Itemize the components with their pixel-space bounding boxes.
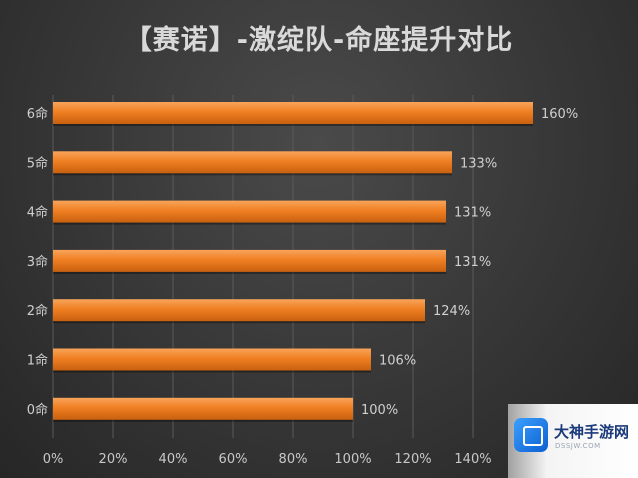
- cube-icon: [514, 418, 548, 452]
- x-tick-label: 140%: [454, 452, 491, 467]
- category-label: 1命: [27, 353, 48, 369]
- data-label: 131%: [454, 206, 491, 221]
- x-tick-label: 60%: [219, 452, 248, 467]
- category-label: 3命: [27, 254, 48, 270]
- category-label: 2命: [27, 303, 48, 319]
- watermark-text: 大神手游网: [554, 423, 630, 441]
- data-label: 133%: [460, 156, 497, 171]
- category-label: 0命: [27, 402, 48, 418]
- watermark: 大神手游网 DSSJW.COM: [508, 404, 638, 478]
- x-tick-label: 80%: [279, 452, 308, 467]
- x-tick-label: 120%: [394, 452, 431, 467]
- x-tick-label: 40%: [159, 452, 188, 467]
- category-label: 4命: [27, 205, 48, 221]
- data-label: 100%: [361, 403, 398, 418]
- bar: [53, 249, 446, 272]
- bar: [53, 299, 425, 322]
- bar: [53, 102, 533, 124]
- data-label: 124%: [433, 304, 470, 319]
- x-tick-label: 0%: [43, 452, 64, 467]
- watermark-subtext: DSSJW.COM: [555, 442, 601, 450]
- category-label: 5命: [27, 155, 48, 171]
- data-label: 160%: [541, 107, 578, 122]
- category-label: 6命: [27, 106, 48, 122]
- chart-title: 【赛诺】-激绽队-命座提升对比: [124, 25, 514, 56]
- data-label: 106%: [379, 354, 416, 369]
- bar: [53, 348, 371, 371]
- x-tick-label: 100%: [334, 452, 371, 467]
- bar: [53, 200, 446, 223]
- bar: [53, 151, 452, 174]
- bar: [53, 397, 353, 420]
- data-label: 131%: [454, 255, 491, 270]
- x-tick-label: 20%: [99, 452, 128, 467]
